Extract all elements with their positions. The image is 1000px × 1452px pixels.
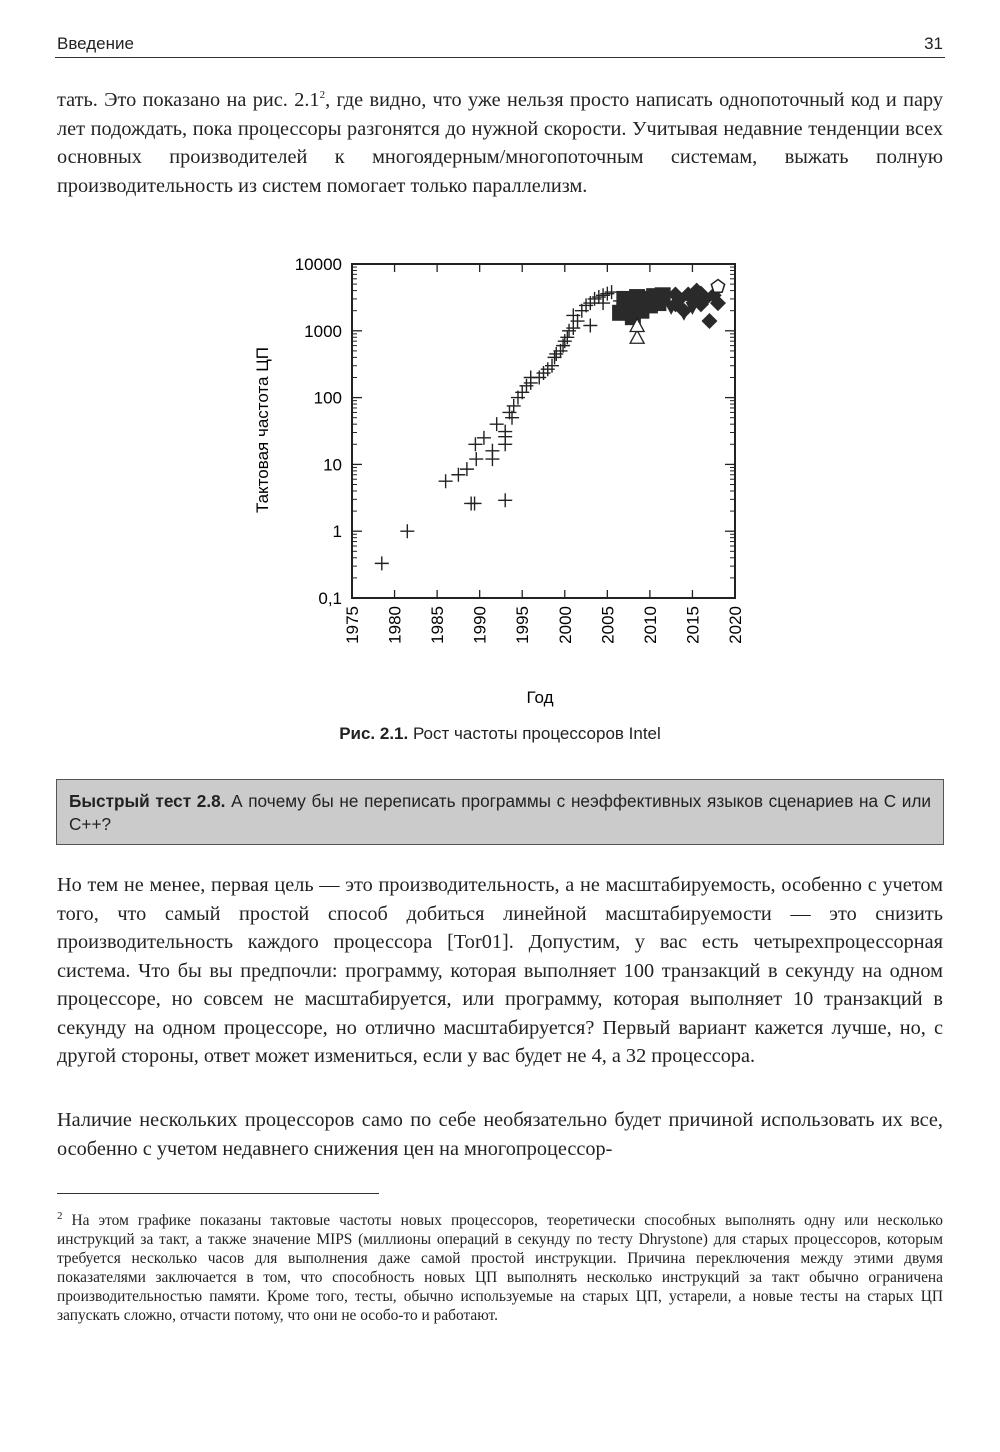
y-tick-label: 10 <box>323 455 342 474</box>
caption-text: Рост частоты процессоров Intel <box>408 724 661 743</box>
data-point-plus <box>438 474 453 489</box>
data-point-plus <box>583 318 598 333</box>
page-number: 31 <box>924 34 943 53</box>
x-tick-label: 2010 <box>641 606 660 644</box>
x-tick-label: 2000 <box>556 606 575 644</box>
footnote-number: 2 <box>57 1209 63 1222</box>
footnote-rule <box>57 1193 379 1194</box>
x-tick-label: 2015 <box>683 606 702 644</box>
quiz-text: А почему бы не переписать программы с не… <box>69 791 931 834</box>
figure-caption: Рис. 2.1. Рост частоты процессоров Intel <box>0 724 1000 744</box>
data-point-plus <box>596 296 611 311</box>
y-axis-label: Тактовая частота ЦП <box>253 347 272 513</box>
paragraph-1-text-cont: , где видно, что уже нельзя просто напис… <box>57 89 943 197</box>
data-point-plus <box>485 443 500 458</box>
data-point-triangle <box>629 328 646 344</box>
data-point-plus <box>560 330 575 345</box>
footnote: 2 На этом графике показаны тактовые част… <box>57 1209 943 1325</box>
data-point-plus <box>469 452 484 467</box>
data-point-plus <box>505 410 520 425</box>
data-point-plus <box>506 398 521 413</box>
y-tick-label: 10000 <box>295 255 342 274</box>
x-tick-label: 1980 <box>386 606 405 644</box>
quick-quiz-box: Быстрый тест 2.8. А почему бы не перепис… <box>56 779 944 845</box>
footnote-text: На этом графике показаны тактовые частот… <box>57 1212 943 1324</box>
plot-frame <box>351 263 736 599</box>
data-point-plus <box>498 493 513 508</box>
data-point-plus <box>604 285 619 300</box>
data-point-triangle-down <box>685 301 700 315</box>
paragraph-1-text: тать. Это показано на рис. 2.1 <box>57 89 320 111</box>
y-tick-label: 100 <box>314 389 342 408</box>
running-header-section: Введение <box>57 34 134 53</box>
x-axis-label: Год <box>526 688 553 707</box>
data-point-plus <box>566 308 581 323</box>
data-point-plus <box>374 556 389 571</box>
data-point-triangle-down <box>676 307 691 321</box>
data-point-square <box>654 287 671 304</box>
y-tick-label: 1000 <box>304 322 342 341</box>
data-point-plus <box>467 496 482 511</box>
paragraph-1: тать. Это показано на рис. 2.12, где вид… <box>57 86 943 200</box>
data-point-plus <box>557 334 572 349</box>
x-tick-label: 2020 <box>726 606 745 644</box>
data-point-plus <box>459 462 474 477</box>
cpu-frequency-chart: 1975 1980 1985 1990 1995 2000 2005 2010 2015 2020… <box>253 255 745 707</box>
data-point-plus <box>476 430 491 445</box>
data-point-plus <box>400 524 415 539</box>
data-point-triangle-down <box>664 301 679 315</box>
paragraph-2: Но тем не менее, первая цель — это произ… <box>57 874 943 1067</box>
x-tick-label: 1985 <box>428 606 447 644</box>
data-point-diamond <box>701 313 718 330</box>
x-tick-label: 1995 <box>513 606 532 644</box>
paragraph-3: Наличие нескольких процессоров само по с… <box>57 1109 943 1160</box>
x-tick-label: 1990 <box>471 606 490 644</box>
y-tick-label: 0,1 <box>318 589 342 608</box>
data-point-plus <box>547 350 562 365</box>
y-tick-label: 1 <box>333 522 342 541</box>
data-point-plus <box>545 358 560 373</box>
x-tick-label: 1975 <box>343 606 362 644</box>
data-point-pentagon <box>710 278 726 293</box>
footnote-ref[interactable]: 2 <box>319 89 326 102</box>
data-point-plus <box>498 424 513 439</box>
x-tick-label: 2005 <box>598 606 617 644</box>
data-point-diamond <box>709 295 726 312</box>
data-point-triangle <box>629 317 646 333</box>
data-point-plus <box>451 467 466 482</box>
data-point-plus <box>468 437 483 452</box>
caption-label: Рис. 2.1. <box>339 724 409 743</box>
quiz-label: Быстрый тест 2.8. <box>69 791 226 811</box>
data-point-plus <box>489 417 504 432</box>
header-rule <box>55 57 945 58</box>
